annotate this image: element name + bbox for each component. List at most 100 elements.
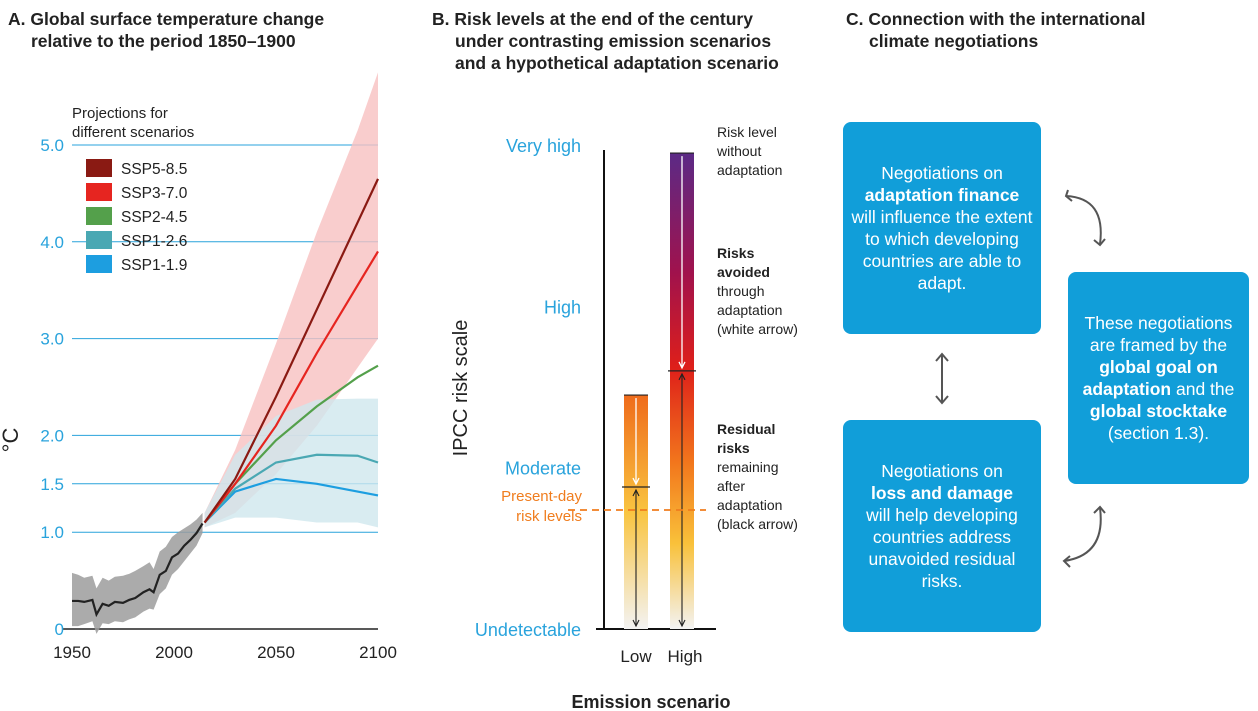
curved-arrow-bottom-head2 (1062, 555, 1071, 568)
box1-bold-text: adaptation finance (864, 185, 1020, 205)
panel-c-title: C. Connection with the international cli… (846, 8, 1145, 52)
panel-a-ylabel: °C (0, 428, 23, 453)
legend-title-line2: different scenarios (72, 124, 194, 141)
uncertainty-band (204, 398, 378, 528)
panel-b-title-line3: and a hypothetical adaptation scenario (455, 53, 779, 73)
category-label: High (668, 647, 703, 666)
annotation-line: Risk level (717, 124, 777, 140)
x-tick-label: 1950 (53, 643, 91, 662)
annotation-line: through (717, 283, 764, 299)
legend-swatch (86, 231, 112, 249)
panel-a-uncertainty-bands (204, 72, 378, 528)
legend-label: SSP3-7.0 (121, 185, 188, 202)
box1-post-text: will influence the extent to which devel… (851, 207, 1033, 293)
panel-b-xlabel: Emission scenario (571, 692, 730, 711)
residual-arrow-head-top (632, 488, 640, 497)
panel-c-arrows (935, 189, 1106, 568)
risk-level-label: Undetectable (475, 620, 581, 640)
residual-arrow-head-top (678, 372, 686, 381)
legend-title-line1: Projections for (72, 105, 168, 122)
panel-c-title-line1: Connection with the international (868, 9, 1146, 29)
curved-arrow-top (1065, 195, 1102, 245)
x-tick-label: 2050 (257, 643, 295, 662)
legend-swatch (86, 207, 112, 225)
annotation-line: without (716, 143, 761, 159)
series-line-ssp5-8.5 (203, 178, 379, 524)
vertical-arrow-head-top (935, 352, 949, 362)
box2-bold-text: loss and damage (871, 483, 1013, 503)
annotation-line: remaining (717, 459, 778, 475)
avoided-arrow-head (632, 477, 640, 486)
annotation-line: Risks (717, 245, 755, 261)
panel-a-legend: SSP5-8.5 SSP3-7.0 SSP2-4.5 SSP1-2.6 SSP1-1.9 (86, 159, 188, 274)
y-tick-label: 4.0 (40, 233, 64, 252)
panel-a-title-line1: Global surface temperature change (30, 9, 325, 29)
box-loss-and-damage: Negotiations on loss and damage will hel… (843, 420, 1041, 632)
series-line-ssp3-7.0 (203, 250, 379, 524)
present-day-label-line1: Present-day (501, 488, 582, 505)
annotation-line: adaptation (717, 302, 782, 318)
y-tick-label: 0 (55, 620, 64, 639)
panel-c-letter: C. (846, 9, 864, 29)
series-line-ssp1-2.6 (203, 453, 379, 524)
annotation-line: (white arrow) (717, 321, 798, 337)
category-label: Low (620, 647, 652, 666)
risk-level-label: Moderate (505, 459, 581, 479)
annotation-line: avoided (717, 264, 770, 280)
legend-swatch (86, 183, 112, 201)
x-tick-label: 2000 (155, 643, 193, 662)
panel-b-annotations: Risk level without adaptation Risks avoided t… (716, 124, 798, 532)
y-tick-label: 2.0 (40, 426, 64, 445)
panel-b-bars (622, 152, 696, 630)
y-tick-label: 1.0 (40, 523, 64, 542)
curved-arrow-bottom (1063, 507, 1102, 562)
residual-arrow-head-bottom (632, 619, 640, 628)
legend-label: SSP5-8.5 (121, 161, 187, 178)
panel-b-letter: B. (432, 9, 450, 29)
legend-label: SSP1-1.9 (121, 257, 187, 274)
legend-swatch (86, 159, 112, 177)
panel-a-title: A. Global surface temperature change rel… (8, 8, 324, 52)
residual-arrow-head-bottom (678, 619, 686, 628)
panel-a-historical (72, 512, 204, 634)
panel-b-title: B. Risk levels at the end of the century… (432, 8, 779, 74)
panel-c-title-line2: climate negotiations (869, 31, 1039, 51)
box-adaptation-finance: Negotiations on adaptation finance will … (843, 122, 1041, 334)
box2-post-text: will help developing countries address u… (866, 505, 1018, 591)
annotation-line: adaptation (717, 497, 782, 513)
annotation-line: after (717, 478, 745, 494)
box1-pre-text: Negotiations on (881, 163, 1003, 183)
curved-arrow-top-head2 (1093, 238, 1106, 247)
annotation-line: Residual (717, 421, 775, 437)
annotation-line: (black arrow) (717, 516, 798, 532)
panel-b-category-labels: Low High (620, 647, 702, 666)
historical-band (72, 512, 203, 634)
panel-a-letter: A. (8, 9, 26, 29)
vertical-arrow-head-bottom (935, 395, 949, 405)
panel-b-title-line1: Risk levels at the end of the century (454, 9, 753, 29)
x-tick-label: 2100 (359, 643, 397, 662)
annotation-line: risks (717, 440, 750, 456)
panel-a-series-lines (203, 178, 379, 524)
present-day-label-line2: risk levels (516, 508, 582, 525)
panel-b-risk-level-labels: Undetectable Moderate High Very high (475, 136, 581, 640)
box-global-goal: These negotiations are framed by the glo… (1068, 272, 1249, 484)
y-tick-label: 5.0 (40, 136, 64, 155)
panel-a-title-line2: relative to the period 1850–1900 (31, 31, 296, 51)
panel-a-tick-labels: 0 1.0 1.5 2.0 3.0 4.0 5.0 1950 2000 2050 2100 (40, 136, 397, 662)
legend-swatch (86, 255, 112, 273)
y-tick-label: 3.0 (40, 330, 64, 349)
curved-arrow-top-head1 (1064, 189, 1073, 202)
risk-level-label: High (544, 297, 581, 317)
box3-post-text: (section 1.3). (1107, 423, 1210, 443)
box3-mid-text: and the (1175, 379, 1235, 399)
annotation-line: adaptation (717, 162, 782, 178)
panel-a-chart: 0 1.0 1.5 2.0 3.0 4.0 5.0 1950 2000 2050 2100 Proj… (0, 72, 397, 662)
y-tick-label: 1.5 (40, 475, 64, 494)
legend-label: SSP2-4.5 (121, 209, 187, 226)
series-line-ssp1-1.9 (203, 477, 379, 524)
panel-b-title-line2: under contrasting emission scenarios (455, 31, 772, 51)
historical-line (72, 522, 204, 618)
legend-label: SSP1-2.6 (121, 233, 187, 250)
